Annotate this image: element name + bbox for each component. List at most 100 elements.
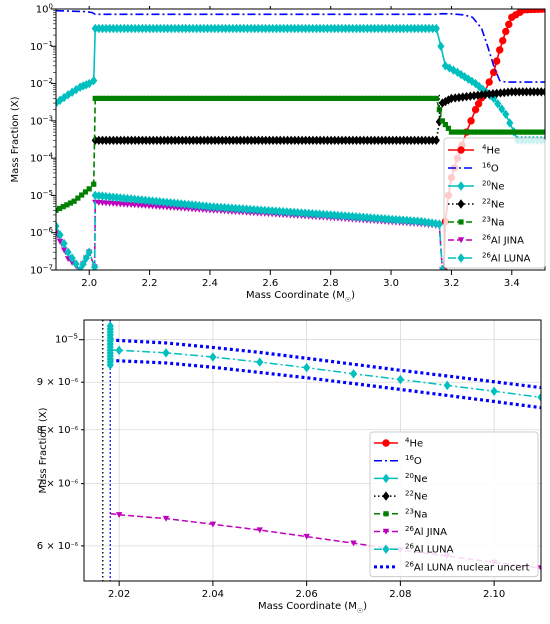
data-point [439, 118, 445, 124]
data-point [299, 95, 305, 102]
legend-label: 4He [405, 437, 423, 450]
data-point [90, 75, 98, 86]
y-tick-label: 6 × 10−6 [37, 541, 78, 552]
data-point [538, 129, 544, 135]
x-axis-title: Mass Coordinate (M☉) [258, 601, 367, 615]
x-tick-label: 3.0 [383, 278, 399, 289]
legend-label: 23Na [405, 507, 428, 520]
data-point [115, 512, 123, 519]
data-point [288, 95, 294, 102]
data-point [339, 95, 345, 102]
legend-marker [457, 253, 465, 263]
data-point [390, 95, 396, 102]
data-point [494, 99, 502, 109]
data-point [68, 253, 76, 263]
x-tick-label: 3.4 [504, 278, 520, 289]
x-tick-label: 2.8 [323, 278, 339, 289]
series-line [110, 349, 541, 399]
data-point [154, 95, 160, 102]
data-point [172, 95, 178, 102]
data-point [482, 129, 488, 135]
data-point [498, 104, 506, 114]
legend-item: 22Ne [448, 198, 505, 211]
data-point [194, 95, 200, 102]
x-tick-label: 2.2 [142, 278, 158, 289]
data-point [212, 95, 218, 102]
data-point [125, 95, 131, 102]
data-point [245, 95, 251, 102]
data-point [303, 533, 310, 540]
data-point [490, 93, 498, 104]
data-point [237, 95, 243, 102]
data-point [502, 109, 510, 119]
data-point [56, 230, 64, 240]
data-point [82, 189, 89, 195]
data-point [324, 95, 331, 102]
data-point [505, 20, 513, 29]
data-point [321, 95, 327, 102]
data-point [527, 129, 533, 135]
y-tick-label: 9 × 10−6 [37, 377, 78, 388]
data-point [259, 95, 265, 102]
data-point [442, 121, 448, 128]
data-point [464, 74, 472, 84]
data-point [456, 129, 462, 135]
legend: 4He 16O 20Ne 22Ne 23Na 26Al JINA 26Al LUNA 26Al… [369, 431, 539, 578]
data-point [60, 204, 66, 210]
x-axis-title: Mass Coordinate (M☉) [246, 290, 355, 304]
legend-item: 4He [374, 437, 423, 450]
data-point [485, 78, 493, 86]
data-point [433, 95, 439, 102]
data-point [60, 247, 68, 254]
data-point [382, 95, 389, 102]
x-tick-label: 2.10 [483, 589, 505, 600]
data-point [168, 95, 175, 102]
data-point [86, 186, 92, 192]
data-point [452, 129, 458, 135]
data-point [139, 95, 146, 102]
legend-item: 20Ne [374, 472, 428, 485]
legend-marker [382, 544, 390, 554]
data-point [234, 95, 240, 102]
data-point [397, 95, 403, 102]
data-point [479, 129, 485, 135]
series-20ne [56, 23, 545, 146]
legend-marker [457, 199, 465, 209]
data-point [379, 95, 385, 102]
y-tick-label: 10−3 [30, 114, 53, 127]
data-point [531, 129, 537, 135]
x-tick-label: 2.04 [202, 589, 224, 600]
data-point [143, 95, 149, 102]
data-point [537, 565, 541, 572]
data-point [162, 348, 170, 358]
legend-marker [383, 511, 389, 517]
data-point [386, 95, 392, 102]
data-point [537, 392, 541, 402]
data-point [475, 129, 481, 135]
y-tick-label: 8 × 10−6 [37, 425, 78, 436]
data-point [115, 345, 123, 356]
data-point [270, 95, 276, 102]
legend-label: 23Na [482, 216, 505, 229]
data-point [91, 262, 99, 270]
data-point [79, 192, 85, 198]
data-point [72, 259, 80, 269]
series-16o [56, 9, 545, 83]
data-point [266, 95, 273, 102]
data-point [375, 95, 381, 102]
data-point [161, 95, 167, 102]
data-point [208, 95, 214, 102]
data-point [535, 129, 541, 135]
legend-label: 26Al LUNA nuclear uncert [405, 560, 530, 573]
y-tick-label: 100 [36, 3, 53, 16]
legend-marker [458, 219, 464, 225]
data-point [64, 202, 70, 208]
y-tick-label: 10−2 [30, 77, 53, 90]
data-point [542, 129, 545, 135]
y-tick-label: 10−6 [30, 226, 54, 239]
y-axis-title: Mass Fraction (X) [38, 407, 49, 493]
data-point [128, 95, 135, 102]
legend-item: 23Na [448, 216, 505, 229]
data-point [506, 118, 514, 128]
legend-marker [382, 528, 390, 535]
